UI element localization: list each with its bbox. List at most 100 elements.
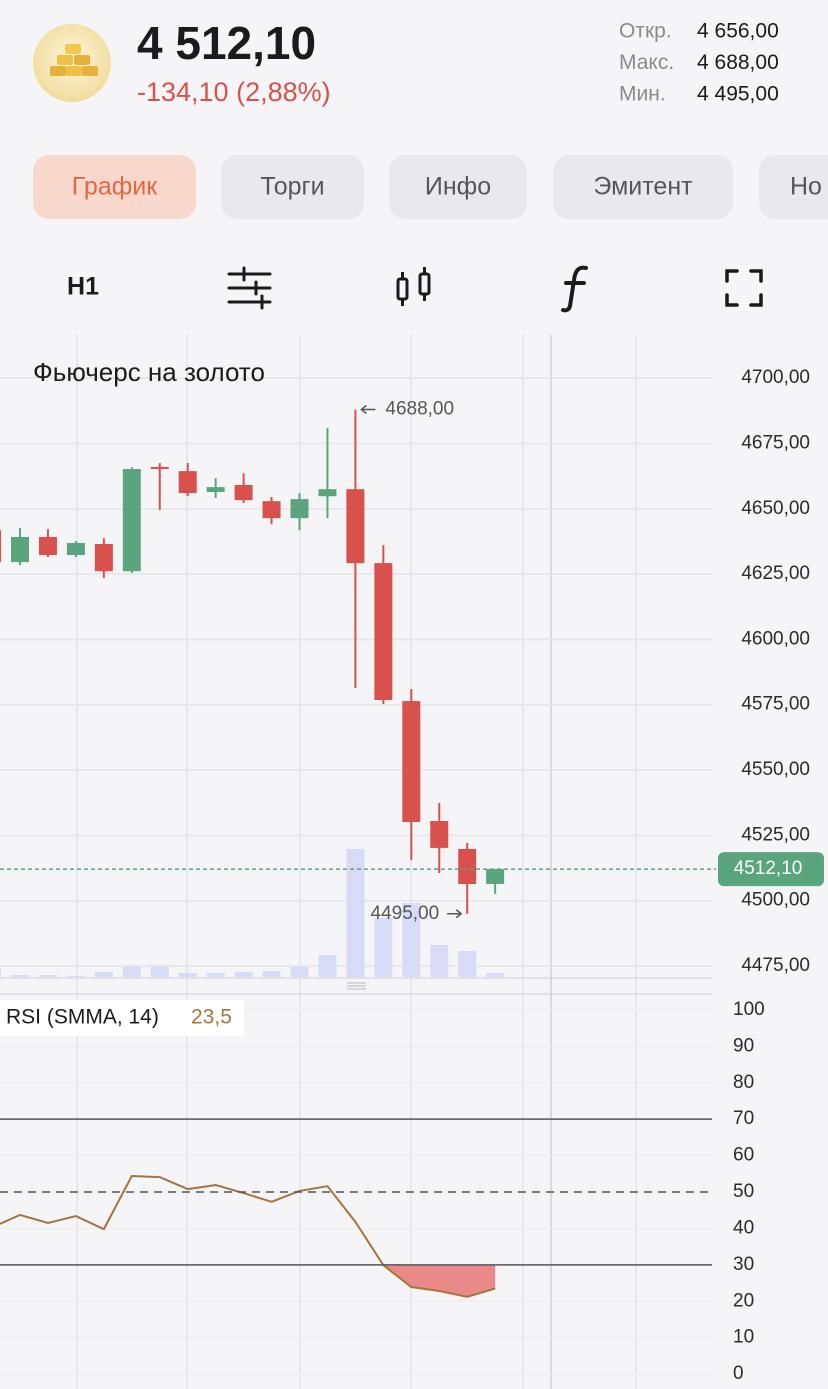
volume-bar [458,951,477,977]
candle-body [262,501,281,519]
candle-body [122,469,141,572]
volume-bar [66,976,85,977]
y-tick-label: 4550,00 [741,759,810,780]
volume-bar [234,972,253,977]
candle-body [430,821,449,848]
tabs: График Торги Инфо Эмитент Но [33,155,828,219]
y-tick-label: 4675,00 [741,432,810,453]
annotation-arrow [360,404,376,415]
y-tick-label: 4625,00 [741,563,810,584]
candle-body [234,484,253,501]
volume-bar [262,971,281,977]
volume-bar [122,967,141,977]
tab-label[interactable]: Но [790,173,822,201]
candle-body [346,489,365,564]
tab-background[interactable] [221,155,364,219]
y-tick-label: 60 [733,1145,754,1166]
tab-label[interactable]: Торги [260,173,324,201]
stat-value: 4 688,00 [697,51,779,74]
tab-label[interactable]: График [72,173,158,201]
candle-body [150,466,169,469]
rsi-line [0,1174,496,1298]
stat-label: Откр. [619,20,672,43]
low-annotation: 4495,00 [371,903,440,924]
y-tick-label: 30 [733,1254,754,1275]
fullscreen-icon[interactable] [725,269,763,307]
stat-label: Макс. [619,51,674,74]
stats: Откр. 4 656,00 Макс. 4 688,00 Мин. 4 495,00 [619,20,779,106]
y-tick-label: 50 [733,1181,754,1202]
volume-bar [318,955,337,977]
candle-body [290,499,309,519]
candle-body [402,701,421,823]
rsi-legend-background [0,1000,244,1036]
stat-value: 4 656,00 [697,20,779,43]
price-change: -134,10 (2,88%) [137,77,331,107]
volume-bar [374,918,393,977]
y-tick-label: 90 [733,1035,754,1056]
price-chart: 4475,00 4500,00 4525,00 4550,00 4575,00 4600,… [0,367,824,977]
candle-body [486,869,505,884]
y-tick-label: 4525,00 [741,824,810,845]
oversold-area [0,1264,496,1297]
settings-icon[interactable] [227,266,272,310]
stat-label: Мин. [619,83,666,106]
y-tick-label: 4650,00 [741,498,810,519]
candle-body [206,487,225,493]
volume-bar [402,903,421,977]
annotation-arrow [447,909,463,919]
tab-label[interactable]: Эмитент [593,173,693,201]
candle-body [66,542,85,556]
y-tick-label: 80 [733,1072,754,1093]
resize-handle[interactable] [347,982,366,990]
candle-body [458,848,477,884]
candle-body [38,536,57,556]
y-tick-label: 40 [733,1217,754,1238]
y-tick-label: 4475,00 [741,955,810,976]
tab-background[interactable] [759,155,828,219]
y-tick-label: 4700,00 [741,367,810,388]
y-tick-label: 4500,00 [741,890,810,911]
chart-type-icon[interactable] [396,267,431,306]
volume-bar [178,973,197,977]
chart-title: Фьючерс на золото [33,357,265,387]
tab-background[interactable] [389,155,527,219]
tab-background[interactable] [553,155,733,219]
indicators-icon[interactable] [561,265,588,313]
volume-bar [94,972,113,977]
candle-body [178,471,197,494]
price: 4 512,10 [137,17,316,69]
volume-bar [0,969,2,977]
interval-button[interactable]: H1 [67,273,99,301]
last-price-label: 4512,10 [734,858,803,879]
high-annotation: 4688,00 [385,398,454,419]
candle-body [374,563,393,701]
y-tick-label: 4600,00 [741,628,810,649]
volume-bar [290,967,309,977]
candle-body [11,536,29,563]
rsi-chart: 0 10 20 30 40 50 60 70 80 90 100 RSI (SMMA, 14) 23,5 [0,999,765,1384]
y-tick-label: 10 [733,1327,754,1348]
tab-label[interactable]: Инфо [425,173,491,201]
instrument-icon [33,24,111,102]
candle-body [0,530,2,563]
plot [0,1174,496,1298]
y-tick-label: 0 [733,1363,744,1384]
volume-bar [11,975,29,977]
y-tick-label: 100 [733,999,765,1020]
time-grid [76,335,637,1389]
tab-background[interactable] [33,155,196,219]
stat-value: 4 495,00 [697,83,779,106]
volume-bar [38,975,57,977]
volume-bar [486,973,505,977]
volume-bar [346,849,365,977]
plot [0,409,505,977]
candle-body [94,544,113,572]
last-price-tag [718,852,824,887]
y-tick-label: 70 [733,1108,754,1129]
rsi-current: 23,5 [191,1006,232,1029]
volume-bar [150,967,169,977]
y-tick-label: 4575,00 [741,694,810,715]
rsi-title: RSI (SMMA, 14) [6,1006,159,1029]
